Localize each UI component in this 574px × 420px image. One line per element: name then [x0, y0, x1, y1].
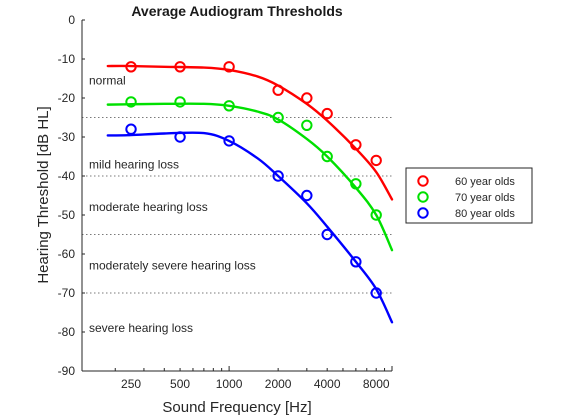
y-tick-label: -50	[58, 208, 76, 222]
data-point-60-year-olds-8	[370, 154, 382, 167]
region-label-moderate-hearing-loss: moderate hearing loss	[89, 200, 208, 214]
legend-label-60-year-olds: 60 year olds	[455, 176, 515, 188]
region-label-mild-hearing-loss: mild hearing loss	[89, 157, 179, 171]
y-tick-label: 0	[68, 13, 75, 27]
region-labels: normal mild hearing loss moderate hearing …	[89, 73, 256, 335]
data-point-60-year-olds-1	[125, 61, 137, 73]
data-point-70-year-olds-1	[125, 96, 137, 108]
data-point-80-year-olds-1	[125, 123, 137, 135]
x-ticks: 250 500 1000 2000 4000 8000	[81, 366, 393, 391]
data-markers	[125, 61, 382, 299]
data-point-70-year-olds-2	[174, 96, 186, 108]
legend-label-80-year-olds: 80 year olds	[455, 208, 515, 220]
chart-title: Average Audiogram Thresholds	[131, 3, 343, 19]
data-point-80-year-olds-4	[272, 170, 284, 182]
x-tick-label: 1000	[216, 377, 243, 391]
y-tick-label: -10	[58, 52, 76, 66]
region-label-severe-hearing-loss: severe hearing loss	[89, 321, 193, 335]
x-tick-label: 4000	[314, 377, 341, 391]
data-point-80-year-olds-3	[223, 135, 235, 147]
y-tick-label: -20	[58, 91, 76, 105]
y-ticks: 0 -10 -20 -30 -40 -50 -60 -70 -80 -90	[58, 13, 85, 378]
y-axis-label: Hearing Threshold [dB HL]	[35, 106, 52, 283]
y-tick-label: -30	[58, 130, 76, 144]
x-tick-label: 500	[170, 377, 190, 391]
data-point-80-year-olds-6	[321, 228, 333, 241]
data-point-80-year-olds-7	[350, 256, 362, 268]
legend-marker-80-year-olds	[417, 207, 429, 219]
y-tick-label: -80	[58, 325, 76, 339]
x-tick-label: 2000	[265, 377, 292, 391]
data-point-70-year-olds-6	[321, 150, 333, 163]
x-axis-label: Sound Frequency [Hz]	[162, 399, 311, 416]
legend-marker-60-year-olds	[417, 175, 429, 187]
data-point-70-year-olds-4	[272, 111, 284, 124]
fit-line-70-year-olds	[106, 102, 394, 252]
region-label-normal: normal	[89, 73, 126, 87]
legend-label-70-year-olds: 70 year olds	[455, 192, 515, 204]
data-point-70-year-olds-8	[370, 209, 382, 221]
data-point-70-year-olds-7	[350, 178, 362, 190]
data-point-60-year-olds-7	[350, 139, 362, 151]
legend-marker-70-year-olds	[417, 191, 429, 203]
data-point-80-year-olds-5	[301, 189, 313, 202]
data-point-70-year-olds-5	[301, 119, 313, 132]
fit-line-60-year-olds	[106, 64, 394, 201]
y-tick-label: -90	[58, 364, 76, 378]
y-tick-label: -60	[58, 247, 76, 261]
data-point-70-year-olds-3	[223, 100, 235, 112]
fit-lines	[106, 64, 394, 324]
legend: 60 year olds 70 year olds 80 year olds	[405, 167, 533, 224]
data-point-60-year-olds-4	[272, 84, 284, 96]
region-label-moderately-severe-hearing-loss: moderately severe hearing loss	[89, 259, 256, 273]
data-point-80-year-olds-8	[370, 287, 382, 299]
fit-line-80-year-olds	[106, 131, 394, 324]
data-point-60-year-olds-3	[223, 61, 235, 73]
legend-items: 60 year olds 70 year olds 80 year olds	[417, 175, 515, 220]
data-point-60-year-olds-5	[301, 92, 313, 104]
data-point-60-year-olds-6	[321, 107, 333, 120]
plot-axes: 0-10-20-30-40-50-60-70-80-90 250 500 1000 2…	[58, 13, 393, 391]
x-tick-label: 250	[121, 377, 141, 391]
x-tick-label: 8000	[363, 377, 390, 391]
y-tick-label: -70	[58, 286, 76, 300]
data-point-60-year-olds-2	[174, 61, 186, 73]
data-point-80-year-olds-2	[174, 131, 186, 143]
y-tick-label: -40	[58, 169, 76, 183]
